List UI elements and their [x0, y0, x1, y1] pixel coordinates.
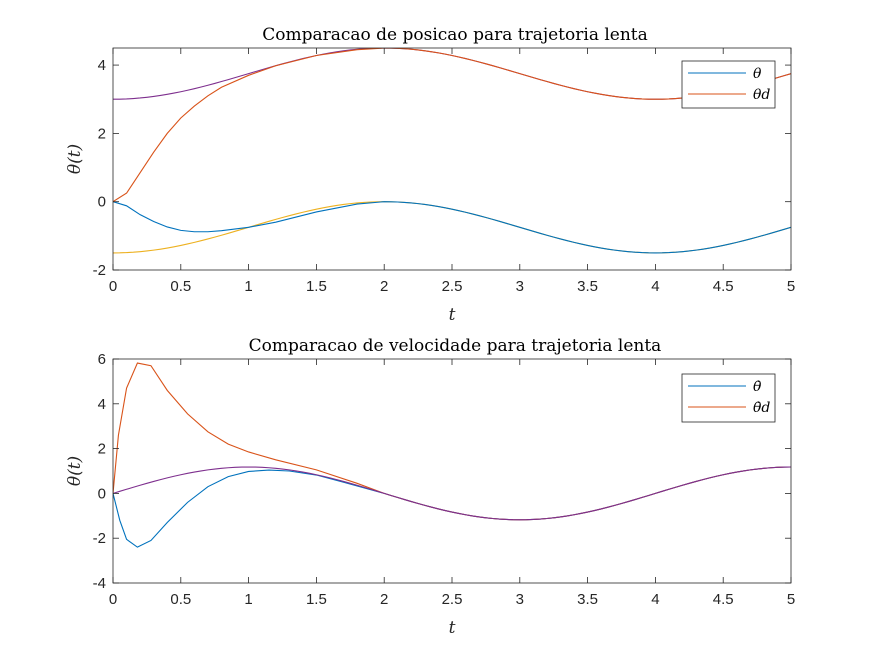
y-axis-label: θ(t) — [65, 144, 85, 174]
y-tick-label: 6 — [98, 351, 106, 368]
x-tick-label: 4 — [651, 278, 659, 295]
x-tick-label: 1.5 — [306, 591, 327, 608]
y-tick-label: -2 — [93, 262, 106, 279]
x-tick-label: 2.5 — [442, 278, 463, 295]
y-tick-label: 4 — [98, 57, 106, 74]
x-tick-label: 1.5 — [306, 278, 327, 295]
chart-title: Comparacao de velocidade para trajetoria… — [249, 336, 662, 356]
x-tick-label: 0 — [109, 278, 117, 295]
y-tick-label: -4 — [93, 575, 106, 592]
x-tick-label: 5 — [787, 278, 795, 295]
series-line-1 — [113, 201, 791, 254]
legend: θ̇ θ̇d — [681, 373, 776, 423]
velocity-plot: 0 0.5 1 1.5 2 2.5 3 3.5 4 4.5 5 -4 -2 0 2 4 6 Comparacao … — [65, 336, 795, 638]
x-tick-label: 1 — [244, 278, 252, 295]
chart-title: Comparacao de posicao para trajetoria le… — [262, 25, 648, 45]
x-tick-label: 0.5 — [170, 278, 191, 295]
y-tick-label: 2 — [98, 441, 106, 458]
x-tick-label: 3.5 — [577, 278, 598, 295]
legend-label: θ̇ — [753, 379, 762, 395]
legend-box — [681, 373, 776, 423]
legend-label: θ — [753, 66, 762, 82]
series-line-3 — [113, 466, 791, 521]
x-tick-label: 3.5 — [577, 591, 598, 608]
y-tick-label: -2 — [93, 530, 106, 547]
x-tick-label: 2 — [380, 278, 388, 295]
x-tick-label: 3 — [516, 278, 524, 295]
x-tick-label: 3 — [516, 591, 524, 608]
legend-box — [681, 60, 776, 109]
x-tick-label: 0.5 — [170, 591, 191, 608]
y-tick-label: 2 — [98, 125, 106, 142]
x-tick-label: 4.5 — [713, 591, 734, 608]
x-tick-label: 2 — [380, 591, 388, 608]
axes-background — [113, 359, 791, 583]
y-axis-label: θ(t) — [65, 456, 85, 486]
x-tick-label: 2.5 — [442, 591, 463, 608]
y-tick-label: 4 — [98, 396, 106, 413]
series-group — [113, 362, 791, 548]
x-tick-label: 5 — [787, 591, 795, 608]
legend-label: θ̇d — [753, 400, 770, 416]
y-tick-label: 0 — [98, 485, 106, 502]
x-tick-label: 0 — [109, 591, 117, 608]
legend-label: θd — [753, 87, 770, 103]
y-tick-label: 0 — [98, 194, 106, 211]
x-tick-label: 4 — [651, 591, 659, 608]
x-axis-label: t — [449, 305, 456, 325]
legend: θ θd — [681, 60, 776, 109]
x-tick-label: 1 — [244, 591, 252, 608]
x-tick-label: 4.5 — [713, 278, 734, 295]
x-axis-label: t — [449, 618, 456, 638]
